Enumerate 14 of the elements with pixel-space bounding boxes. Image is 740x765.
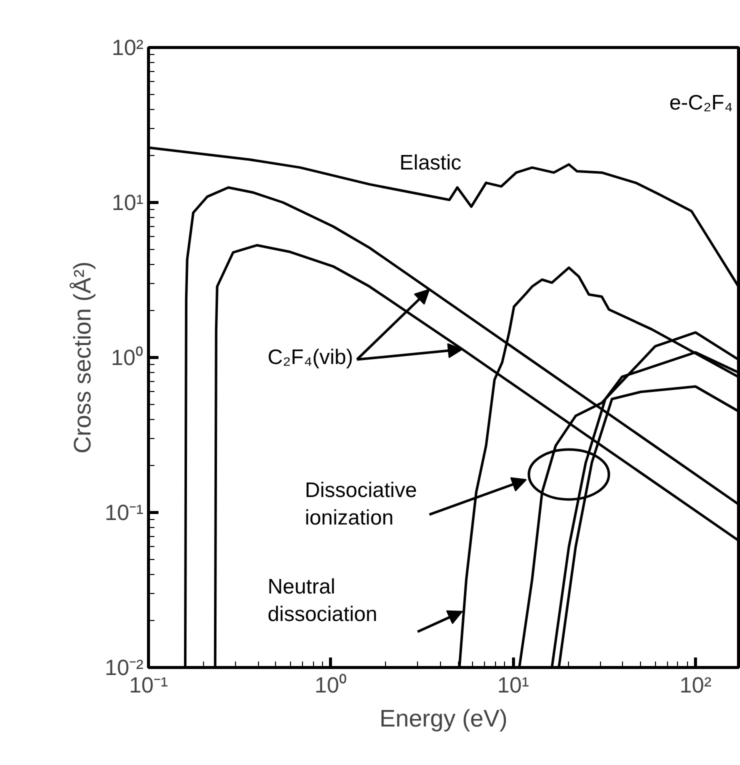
annotation: Elastic xyxy=(400,151,462,174)
y-tick-label: 10⁻¹ xyxy=(104,500,144,525)
y-tick-label: 10² xyxy=(112,35,144,60)
annotation: Dissociative ionization xyxy=(304,478,417,530)
x-tick-label: 10² xyxy=(680,672,712,698)
x-tick-label: 10¹ xyxy=(497,672,530,698)
x-tick-label: 10⁰ xyxy=(314,672,348,698)
y-tick-label: 10⁰ xyxy=(111,345,144,370)
x-axis-title: Energy (eV) xyxy=(379,706,508,732)
annotation: C₂F₄(vib) xyxy=(268,346,354,369)
annotation: e-C₂F₄ xyxy=(669,91,733,114)
y-tick-label: 10¹ xyxy=(112,190,144,215)
annotation: Neutral dissociation xyxy=(268,575,378,626)
y-axis-title: Cross section (Å²) xyxy=(70,261,97,454)
